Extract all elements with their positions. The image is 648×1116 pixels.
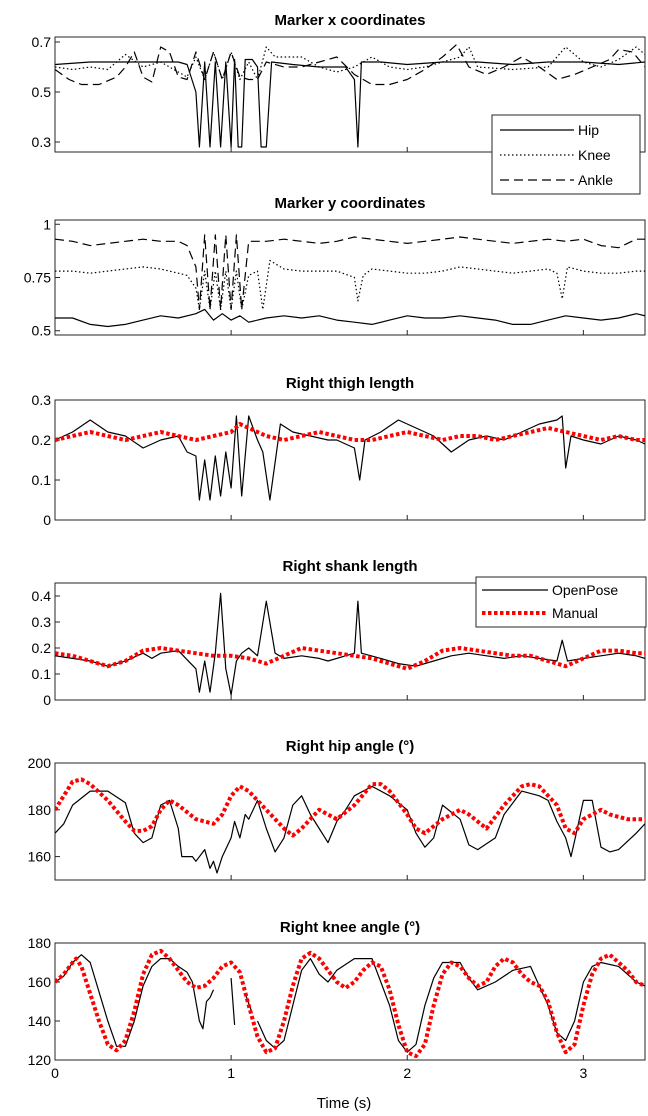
- y-tick-label: 180: [28, 935, 52, 951]
- x-tick-label: 2: [403, 1065, 411, 1081]
- legend-label: Hip: [578, 122, 599, 138]
- legend: OpenPose Manual: [475, 576, 647, 628]
- subplot-3: Right thigh length 0 0.1 0.2 0.3: [32, 375, 646, 528]
- y-tick-label: 0.2: [32, 640, 52, 656]
- y-tick-label: 0.3: [32, 134, 52, 150]
- axes-box: [54, 582, 646, 701]
- y-tick-label: 120: [28, 1052, 52, 1068]
- plot-area: [55, 592, 645, 696]
- legend-label: OpenPose: [552, 582, 618, 598]
- series-line-knee: [55, 46, 645, 81]
- y-tick-label: 0.5: [32, 323, 52, 339]
- chart-title: Marker x coordinates: [275, 12, 426, 29]
- x-tick-label: 0: [51, 1065, 59, 1081]
- y-tick-label: 0.2: [32, 432, 52, 448]
- plot-area: [55, 777, 645, 874]
- legend-box: [475, 576, 647, 628]
- legend-label: Knee: [578, 147, 611, 163]
- subplot-4: Right shank length 0 0.1 0.2 0.3 0.4 OpenPose M…: [32, 558, 647, 708]
- y-tick-label: 0.7: [32, 34, 52, 50]
- y-tick-label: 0.75: [24, 270, 51, 286]
- y-tick-label: 0.1: [32, 472, 52, 488]
- series-line-knee: [55, 259, 645, 310]
- legend-label: Ankle: [578, 172, 613, 188]
- legend-box: [491, 114, 641, 195]
- axes-box: [54, 942, 646, 1061]
- series-line-manual: [55, 948, 645, 1059]
- axes-box: [54, 399, 646, 521]
- subplot-2: Marker y coordinates 0.5 0.75 1: [24, 195, 646, 339]
- legend-label: Manual: [552, 605, 598, 621]
- series-line-ankle: [55, 43, 645, 86]
- y-tick-label: 140: [28, 1013, 52, 1029]
- x-tick-label: 3: [579, 1065, 587, 1081]
- chart-title: Right thigh length: [286, 375, 414, 392]
- y-tick-label: 0: [43, 512, 51, 528]
- axes-box: [54, 36, 646, 153]
- y-tick-label: 1: [43, 216, 51, 232]
- subplots: Marker x coordinates 0.3 0.5 0.7 Hip Knee Ankl…: [24, 12, 647, 1081]
- series-line-openpose: [256, 957, 645, 1053]
- series-line-hip: [55, 308, 645, 328]
- y-tick-label: 160: [28, 974, 52, 990]
- subplot-6: Right knee angle (°) 120 140 160 180 0 1 2 3: [28, 919, 646, 1081]
- chart-title: Right hip angle (°): [286, 738, 414, 755]
- series-line-ankle: [55, 234, 645, 310]
- y-tick-label: 0.3: [32, 614, 52, 630]
- series-line-openpose: [55, 785, 645, 874]
- subplot-5: Right hip angle (°) 160 180 200: [28, 738, 646, 881]
- y-tick-label: 160: [28, 849, 52, 865]
- plot-area: [55, 948, 645, 1059]
- y-tick-label: 0.1: [32, 666, 52, 682]
- chart-title: Marker y coordinates: [275, 195, 426, 212]
- y-tick-label: 0.3: [32, 392, 52, 408]
- y-tick-label: 0.5: [32, 84, 52, 100]
- chart-title: Right knee angle (°): [280, 919, 420, 936]
- y-tick-label: 180: [28, 802, 52, 818]
- series-line-manual: [55, 777, 645, 838]
- series-line-manual: [55, 422, 645, 442]
- x-tick-label: 1: [227, 1065, 235, 1081]
- y-tick-label: 0.4: [32, 588, 52, 604]
- x-axis-label: Time (s): [317, 1095, 371, 1112]
- legend: Hip Knee Ankle: [491, 114, 641, 195]
- plot-area: [55, 43, 645, 148]
- axes-box: [54, 762, 646, 881]
- y-tick-label: 200: [28, 755, 52, 771]
- series-line-manual: [55, 646, 645, 671]
- series-line-openpose: [55, 954, 215, 1047]
- plot-area: [55, 234, 645, 328]
- y-tick-label: 0: [43, 692, 51, 708]
- series-line-openpose: [230, 978, 236, 1025]
- subplot-1: Marker x coordinates 0.3 0.5 0.7 Hip Knee Ankl…: [32, 12, 646, 195]
- plot-area: [55, 415, 645, 501]
- chart-title: Right shank length: [283, 558, 418, 575]
